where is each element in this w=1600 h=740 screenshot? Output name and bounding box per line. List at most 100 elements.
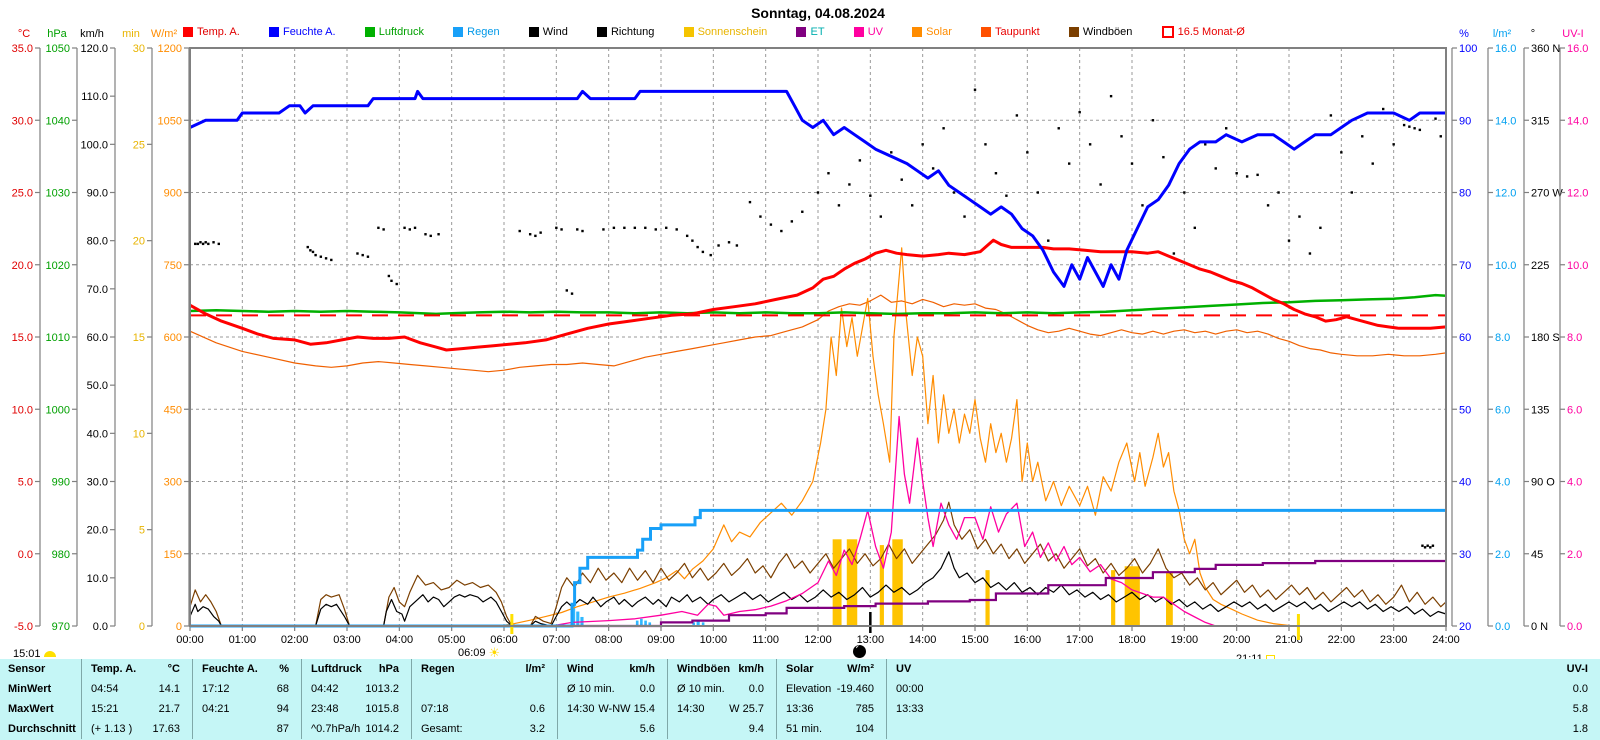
legend-item-regen: Regen <box>453 26 500 38</box>
svg-text:10:00: 10:00 <box>700 634 728 646</box>
page-title: Sonntag, 04.08.2024 <box>751 5 885 21</box>
svg-text:10.0: 10.0 <box>87 573 108 585</box>
svg-text:4.0: 4.0 <box>1567 477 1582 489</box>
svg-text:6.0: 6.0 <box>1567 404 1582 416</box>
svg-text:225: 225 <box>1531 260 1549 272</box>
cell-label: 17:12 <box>202 683 230 695</box>
cell-value: 1.8 <box>1572 723 1588 735</box>
table-header-feuchte-a-: Feuchte A.% <box>193 659 302 679</box>
cell-value: hPa <box>378 663 399 675</box>
svg-text:150: 150 <box>164 549 182 561</box>
svg-text:15: 15 <box>133 332 145 344</box>
cell-value: 9.4 <box>748 723 764 735</box>
table-cell: Ø 10 min. 0.0 <box>558 679 668 699</box>
table-header-uv: UV UV-I <box>887 659 1600 679</box>
cell-label: 13:33 <box>896 703 924 715</box>
cell-label: 15:21 <box>91 703 119 715</box>
table-row-label: MinWert <box>0 679 82 699</box>
svg-text:40: 40 <box>1459 477 1471 489</box>
svg-text:06:00: 06:00 <box>490 634 518 646</box>
cell-label: 23:48 <box>311 703 339 715</box>
svg-text:22:00: 22:00 <box>1328 634 1356 646</box>
cell-label: 00:00 <box>896 683 924 695</box>
svg-text:UV-I: UV-I <box>1562 28 1583 40</box>
svg-text:21:00: 21:00 <box>1275 634 1303 646</box>
svg-text:60.0: 60.0 <box>87 332 108 344</box>
svg-text:0: 0 <box>176 621 182 633</box>
table-header-luftdruck: Luftdruck hPa <box>302 659 412 679</box>
svg-text:10: 10 <box>133 428 145 440</box>
table-cell: 00:00 0.0 <box>887 679 1600 699</box>
svg-text:8.0: 8.0 <box>1567 332 1582 344</box>
svg-text:01:00: 01:00 <box>229 634 257 646</box>
cell-value: W 25.7 <box>729 703 764 715</box>
legend-label: UV <box>867 26 883 38</box>
legend-swatch-icon <box>1068 27 1079 37</box>
svg-text:10.0: 10.0 <box>12 404 33 416</box>
cell-label: Solar <box>786 663 814 675</box>
legend-item-uv: UV <box>853 26 883 38</box>
svg-text:110.0: 110.0 <box>81 91 108 103</box>
svg-text:80: 80 <box>1459 188 1471 200</box>
svg-text:45: 45 <box>1531 549 1543 561</box>
svg-text:35.0: 35.0 <box>12 43 33 55</box>
svg-text:14.0: 14.0 <box>1495 115 1516 127</box>
legend-label: Solar <box>926 26 952 38</box>
cell-label: ^0.7hPa/h <box>311 723 361 735</box>
legend-item-sonnenschein: Sonnenschein <box>683 26 768 38</box>
table-cell: 87 <box>193 719 302 739</box>
svg-text:90: 90 <box>1459 115 1471 127</box>
svg-text:90 O: 90 O <box>1531 477 1555 489</box>
table-cell <box>412 679 558 699</box>
cell-label: Elevation <box>786 683 832 695</box>
table-cell: 04:21 94 <box>193 699 302 719</box>
cell-value: °C <box>167 663 180 675</box>
svg-text:600: 600 <box>164 332 182 344</box>
svg-text:12.0: 12.0 <box>1567 188 1588 200</box>
cell-label: 13:36 <box>786 703 814 715</box>
svg-text:100.0: 100.0 <box>80 139 108 151</box>
moon-phase-icon <box>852 644 867 664</box>
svg-text:0 N: 0 N <box>1531 621 1548 633</box>
afternoon-time-marker: 15:01 <box>13 648 56 660</box>
legend-label: Sonnenschein <box>697 26 768 38</box>
legend-label: ET <box>810 26 825 38</box>
svg-text:50.0: 50.0 <box>87 380 108 392</box>
legend-item-luftdruck: Luftdruck <box>364 26 424 38</box>
svg-text:04:00: 04:00 <box>386 634 414 646</box>
legend-swatch-icon <box>364 27 375 37</box>
table-cell: 51 min. 104 <box>777 719 887 739</box>
svg-text:70.0: 70.0 <box>87 284 108 296</box>
legend-swatch-icon <box>1161 26 1174 38</box>
cell-value: -19.460 <box>836 683 874 695</box>
table-header-solar: Solar W/m² <box>777 659 887 679</box>
svg-text:270 W: 270 W <box>1531 188 1563 200</box>
table-cell: 23:48 1015.8 <box>302 699 412 719</box>
svg-text:450: 450 <box>164 404 182 416</box>
svg-text:15.0: 15.0 <box>12 332 33 344</box>
legend-item-feuchte-a-: Feuchte A. <box>268 26 336 38</box>
cell-value: 1014.2 <box>365 723 399 735</box>
cell-value: 68 <box>276 683 289 695</box>
svg-text:1040: 1040 <box>46 115 70 127</box>
table-cell: 13:36 785 <box>777 699 887 719</box>
legend-swatch-icon <box>268 27 279 37</box>
svg-text:03:00: 03:00 <box>333 634 361 646</box>
svg-text:%: % <box>1459 28 1469 40</box>
cell-label: 04:21 <box>202 703 230 715</box>
cell-value: 104 <box>855 723 874 735</box>
chart-plot: 35.0 30.0 25.0 20.0 15.0 10.0 5.0 0.0 -5.0 °C 1050… <box>12 28 1589 646</box>
svg-text:16:00: 16:00 <box>1014 634 1042 646</box>
legend-swatch-icon <box>796 27 807 37</box>
cell-value: UV-I <box>1566 663 1588 675</box>
table-cell: 17:12 68 <box>193 679 302 699</box>
cell-value: 3.2 <box>529 723 545 735</box>
svg-text:10.0: 10.0 <box>1567 260 1588 272</box>
svg-text:80.0: 80.0 <box>87 236 108 248</box>
svg-text:min: min <box>122 28 140 40</box>
table-cell: Elevation -19.460 <box>777 679 887 699</box>
svg-text:6.0: 6.0 <box>1495 404 1510 416</box>
legend-label: Feuchte A. <box>282 26 336 38</box>
svg-text:08:00: 08:00 <box>595 634 623 646</box>
